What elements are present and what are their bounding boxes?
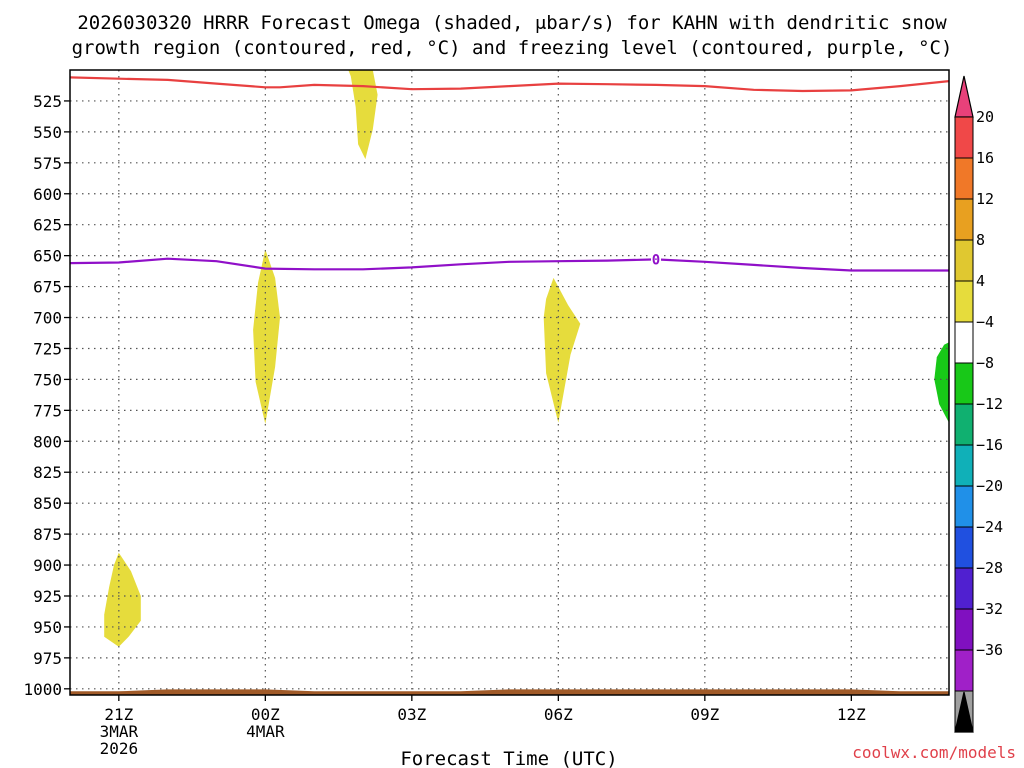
y-tick-label-600: 600 — [33, 185, 62, 204]
colorbar-bin-3 — [954, 198, 974, 241]
colorbar-label-1: 20 — [976, 108, 994, 126]
y-tick-label-550: 550 — [33, 123, 62, 142]
x-tick-label-06Z: 06Z — [544, 705, 573, 724]
colorbar-bin-4 — [954, 239, 974, 282]
chart-title-line1: 2026030320 HRRR Forecast Omega (shaded, … — [77, 12, 947, 34]
plot-frame — [69, 69, 950, 696]
x-tick-label-03Z: 03Z — [397, 705, 426, 724]
colorbar-label-11: −24 — [976, 518, 1003, 536]
colorbar-label-10: −20 — [976, 477, 1003, 495]
plot-background — [70, 70, 949, 695]
y-tick-label-1000: 1000 — [23, 680, 62, 699]
y-tick-label-975: 975 — [33, 649, 62, 668]
y-tick-label-725: 725 — [33, 339, 62, 358]
x-tick-label-09Z: 09Z — [690, 705, 719, 724]
colorbar-label-4: 8 — [976, 231, 985, 249]
contour-layer: 0 — [70, 76, 949, 695]
y-tick-label-850: 850 — [33, 494, 62, 513]
colorbar-bin-6 — [954, 321, 974, 364]
y-tick-label-700: 700 — [33, 309, 62, 328]
colorbar-bin-14 — [954, 649, 974, 692]
colorbar-label-5: 4 — [976, 272, 985, 290]
dendritic-growth-contour — [70, 76, 949, 93]
x-tick-label-21Z: 21Z — [104, 705, 133, 724]
colorbar-bottom-arrow — [954, 691, 974, 733]
credit-text: coolwx.com/models — [852, 743, 1016, 762]
colorbar-label-9: −16 — [976, 436, 1003, 454]
y-tick-label-775: 775 — [33, 401, 62, 420]
y-tick-label-875: 875 — [33, 525, 62, 544]
colorbar-bin-9 — [954, 444, 974, 487]
x-tick-sublabel-21Z: 3MAR — [100, 722, 139, 741]
y-tick-label-525: 525 — [33, 92, 62, 111]
colorbar-label-3: 12 — [976, 190, 994, 208]
omega-shading-layer — [104, 70, 949, 647]
colorbar-bin-8 — [954, 403, 974, 446]
colorbar-label-13: −32 — [976, 600, 1003, 618]
colorbar-label-7: −8 — [976, 354, 994, 372]
y-tick-label-825: 825 — [33, 463, 62, 482]
colorbar-bin-7 — [954, 362, 974, 405]
colorbar-bin-10 — [954, 485, 974, 528]
y-tick-label-650: 650 — [33, 247, 62, 266]
y-tick-label-625: 625 — [33, 216, 62, 235]
omega-region-2 — [253, 249, 280, 424]
colorbar-bin-2 — [954, 157, 974, 200]
freezing-label-bg — [651, 252, 661, 267]
grid-layer — [70, 70, 949, 695]
freezing-level-label: 0 — [652, 252, 660, 268]
colorbar-bin-1 — [954, 116, 974, 159]
y-tick-label-750: 750 — [33, 370, 62, 389]
y-tick-label-925: 925 — [33, 587, 62, 606]
x-tick-sublabel2-21Z: 2026 — [100, 739, 139, 758]
colorbar-bin-12 — [954, 567, 974, 610]
colorbar-bin-11 — [954, 526, 974, 569]
y-axis: 525 550 575 600 625 650 675 700 725 750 775 800 825 8… — [23, 92, 70, 699]
y-tick-label-675: 675 — [33, 278, 62, 297]
omega-region-4 — [104, 552, 141, 647]
omega-region-1 — [348, 70, 378, 160]
x-tick-sublabel-00Z: 4MAR — [246, 722, 285, 741]
colorbar-label-14: −36 — [976, 641, 1003, 659]
x-tick-label-00Z: 00Z — [251, 705, 280, 724]
colorbar-label-12: −28 — [976, 559, 1003, 577]
colorbar-label-8: −12 — [976, 395, 1003, 413]
plot-area: 0 — [69, 69, 950, 696]
colorbar-top-arrow — [954, 75, 974, 118]
freezing-level-contour — [70, 257, 949, 272]
omega-region-5 — [934, 342, 949, 423]
y-tick-label-575: 575 — [33, 154, 62, 173]
x-tick-label-12Z: 12Z — [837, 705, 866, 724]
x-axis-label: Forecast Time (UTC) — [400, 748, 617, 768]
y-tick-label-800: 800 — [33, 432, 62, 451]
colorbar-bin-5 — [954, 280, 974, 323]
y-tick-label-900: 900 — [33, 556, 62, 575]
omega-region-3 — [543, 277, 581, 423]
y-tick-label-950: 950 — [33, 618, 62, 637]
colorbar-label-6: −4 — [976, 313, 994, 331]
colorbar-bin-13 — [954, 608, 974, 651]
colorbar-label-2: 16 — [976, 149, 994, 167]
surface-band — [70, 689, 949, 695]
chart-title-line2: growth region (contoured, red, °C) and f… — [72, 37, 953, 59]
colorbar: 20 16 12 8 4 −4 −8 −12 −16 −20 −24 −28 −32 −36 — [954, 75, 1003, 733]
